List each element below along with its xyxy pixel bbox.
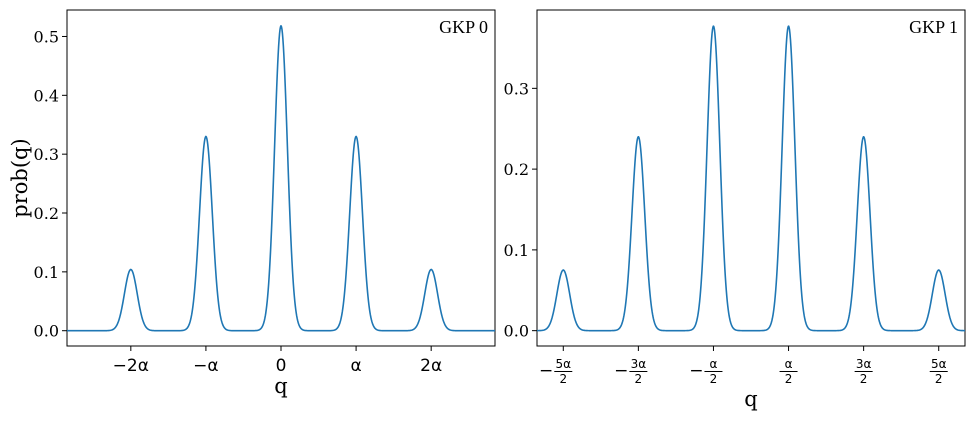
x-tick-numerator: α [709,357,717,371]
x-tick-label: −2α [113,356,149,376]
y-tick-label: 0.1 [34,263,59,282]
data-point-peak [430,268,432,271]
x-tick-denominator: 2 [559,372,567,386]
x-tick-numerator: α [785,357,793,371]
x-tick-fraction-label: 3α2 [854,357,873,386]
x-tick-numerator: 3α [631,357,647,371]
panel-title: GKP 0 [439,17,488,37]
y-tick-label: 0.0 [504,322,529,341]
data-point-peak [712,25,715,27]
x-tick-label: −α [193,356,218,376]
data-point-peak [862,136,865,138]
x-tick-label: 0 [276,356,287,376]
x-axis-label: q [274,374,287,398]
y-tick-label: 0.2 [34,204,59,223]
y-tick-label: 0.0 [34,322,59,341]
x-tick-fraction-label: 5α2 [929,357,948,386]
x-tick-denominator: 2 [935,372,943,386]
x-tick-numerator: 5α [556,357,572,371]
x-tick-numerator: 5α [931,357,947,371]
panel-title: GKP 1 [909,17,958,37]
x-tick-denominator: 2 [710,372,718,386]
data-point-peak [637,136,640,138]
x-tick-sign: − [614,361,628,381]
x-axis-label: q [744,387,757,411]
data-point-peak [280,25,282,27]
series-line [66,25,496,332]
y-tick-label: 0.3 [34,145,59,164]
x-tick-sign: − [539,361,553,381]
data-point-peak [787,25,790,27]
x-tick-label: 2α [420,356,442,376]
y-axis-label: prob(q) [8,138,32,217]
data-point-peak [130,268,132,271]
y-tick-label: 0.1 [504,241,529,260]
y-tick-label: 0.4 [34,86,59,105]
x-tick-denominator: 2 [635,372,643,386]
x-tick-numerator: 3α [856,357,872,371]
x-tick-fraction-label: −5α2 [539,357,573,386]
data-point-peak [205,135,207,138]
x-tick-fraction-label: α2 [779,357,798,386]
series-line [536,25,966,332]
x-tick-sign: − [689,361,703,381]
y-tick-label: 0.3 [504,79,529,98]
data-point-peak [562,269,565,271]
y-tick-label: 0.5 [34,27,59,46]
data-point-peak [937,269,940,271]
data-point-peak [355,135,357,138]
x-tick-fraction-label: −3α2 [614,357,648,386]
plot-frame [536,9,966,347]
plot-frame [66,9,496,347]
x-tick-fraction-label: − α2 [689,357,723,386]
x-tick-denominator: 2 [860,372,868,386]
y-tick-label: 0.2 [504,160,529,179]
x-tick-denominator: 2 [785,372,793,386]
chart-panel-gkp0: 0.0 0.1 0.2 0.3 0.4 0.5 −2α −α 0 α 2α q prob(q) GKP 0 [8,9,496,398]
x-tick-label: α [350,356,361,376]
